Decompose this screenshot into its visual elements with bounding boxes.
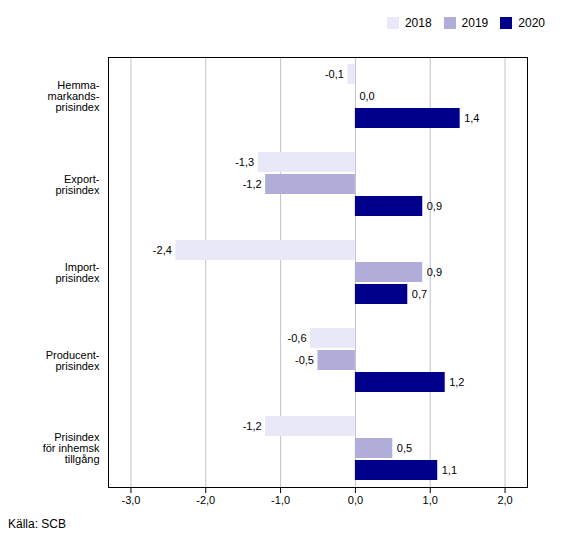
svg-text:-1,2: -1,2 bbox=[243, 420, 262, 432]
html-text:2020: 2020 bbox=[518, 15, 545, 30]
svg-text:1,1: 1,1 bbox=[442, 464, 457, 476]
html-text:2019: 2019 bbox=[461, 15, 489, 30]
svg-text:Export-prisindex: Export-prisindex bbox=[55, 173, 100, 196]
svg-text:Producent-prisindex: Producent-prisindex bbox=[46, 349, 100, 372]
svg-text:-2,4: -2,4 bbox=[153, 244, 172, 256]
svg-text:-1,0: -1,0 bbox=[271, 494, 290, 506]
svg-text:1,0: 1,0 bbox=[423, 494, 438, 506]
svg-text:Import-prisindex: Import-prisindex bbox=[55, 261, 100, 284]
svg-text:Prisindexför inhemsktillgång: Prisindexför inhemsktillgång bbox=[43, 431, 100, 465]
svg-text:1,4: 1,4 bbox=[464, 112, 479, 124]
html-text:2018: 2018 bbox=[404, 15, 432, 30]
svg-text:0,9: 0,9 bbox=[427, 200, 442, 212]
svg-text:0,0: 0,0 bbox=[359, 90, 374, 102]
svg-text:0,7: 0,7 bbox=[412, 288, 427, 300]
svg-text:-0,6: -0,6 bbox=[288, 332, 307, 344]
svg-text:-1,2: -1,2 bbox=[243, 178, 262, 190]
html-text:Källa: SCB: Källa: SCB bbox=[8, 517, 66, 531]
svg-text:0,0: 0,0 bbox=[348, 494, 363, 506]
svg-text:0,5: 0,5 bbox=[397, 442, 412, 454]
svg-text:-3,0: -3,0 bbox=[121, 494, 140, 506]
svg-text:0,9: 0,9 bbox=[427, 266, 442, 278]
svg-text:-2,0: -2,0 bbox=[196, 494, 215, 506]
svg-text:Hemma-markands-prisindex: Hemma-markands-prisindex bbox=[48, 79, 100, 113]
svg-text:-0,1: -0,1 bbox=[325, 68, 344, 80]
svg-text:-1,3: -1,3 bbox=[235, 156, 254, 168]
svg-text:1,2: 1,2 bbox=[449, 376, 464, 388]
svg-text:-0,5: -0,5 bbox=[295, 354, 314, 366]
svg-text:2,0: 2,0 bbox=[497, 494, 512, 506]
